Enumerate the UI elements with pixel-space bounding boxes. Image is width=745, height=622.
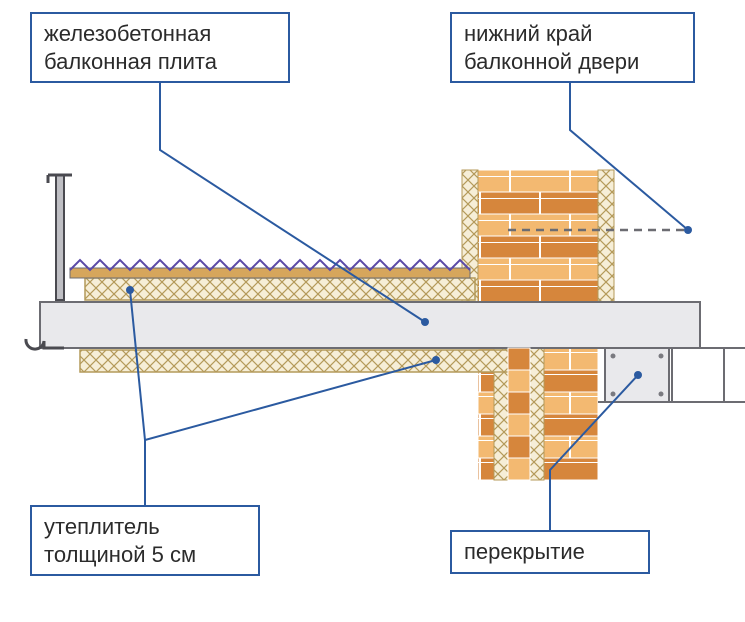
label-text: нижний крайбалконной двери — [464, 21, 639, 74]
label-concrete-slab: железобетоннаябалконная плита — [30, 12, 290, 83]
label-text: перекрытие — [464, 539, 585, 564]
rebar-dot — [659, 392, 664, 397]
brick-column — [508, 348, 530, 480]
label-door-edge: нижний крайбалконной двери — [450, 12, 695, 83]
label-text: утеплительтолщиной 5 см — [44, 514, 196, 567]
insulation-column-right — [530, 348, 544, 480]
insulation-bottom — [80, 350, 525, 372]
label-text: железобетоннаябалконная плита — [44, 21, 217, 74]
label-insulation: утеплительтолщиной 5 см — [30, 505, 260, 576]
floor-element-2 — [672, 348, 724, 402]
parapet-post — [56, 175, 64, 300]
rebar-dot — [611, 354, 616, 359]
rebar-dot — [611, 392, 616, 397]
label-floor: перекрытие — [450, 530, 650, 574]
diagram-canvas: железобетоннаябалконная плита нижний кра… — [0, 0, 745, 622]
insulation-top — [85, 278, 475, 300]
insulation-vertical-right — [598, 170, 614, 302]
concrete-slab — [40, 302, 700, 348]
rebar-dot — [659, 354, 664, 359]
